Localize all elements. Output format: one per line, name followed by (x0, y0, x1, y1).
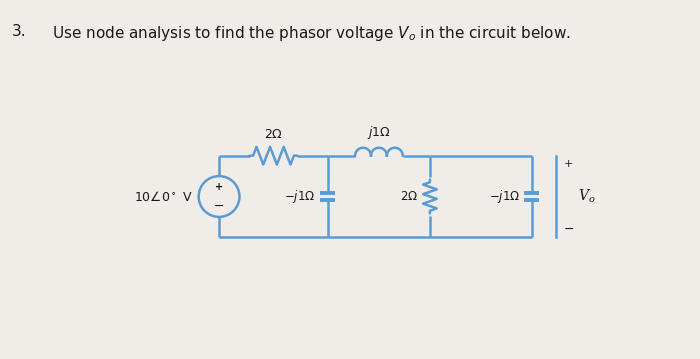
Text: $j1\Omega$: $j1\Omega$ (367, 124, 391, 141)
Text: Use node analysis to find the phasor voltage $V_o$ in the circuit below.: Use node analysis to find the phasor vol… (52, 24, 571, 43)
Text: +: + (564, 159, 573, 169)
Text: +: + (215, 182, 223, 192)
Text: $-j1\Omega$: $-j1\Omega$ (284, 188, 316, 205)
Text: −: − (214, 200, 224, 213)
Text: $10\angle 0^\circ$ V: $10\angle 0^\circ$ V (134, 190, 193, 204)
Text: $-j1\Omega$: $-j1\Omega$ (489, 188, 519, 205)
Text: −: − (564, 223, 575, 236)
Text: 3.: 3. (12, 24, 26, 39)
Text: $2\Omega$: $2\Omega$ (400, 190, 418, 203)
Text: $2\Omega$: $2\Omega$ (264, 128, 283, 141)
Text: $V_o$: $V_o$ (578, 188, 595, 205)
